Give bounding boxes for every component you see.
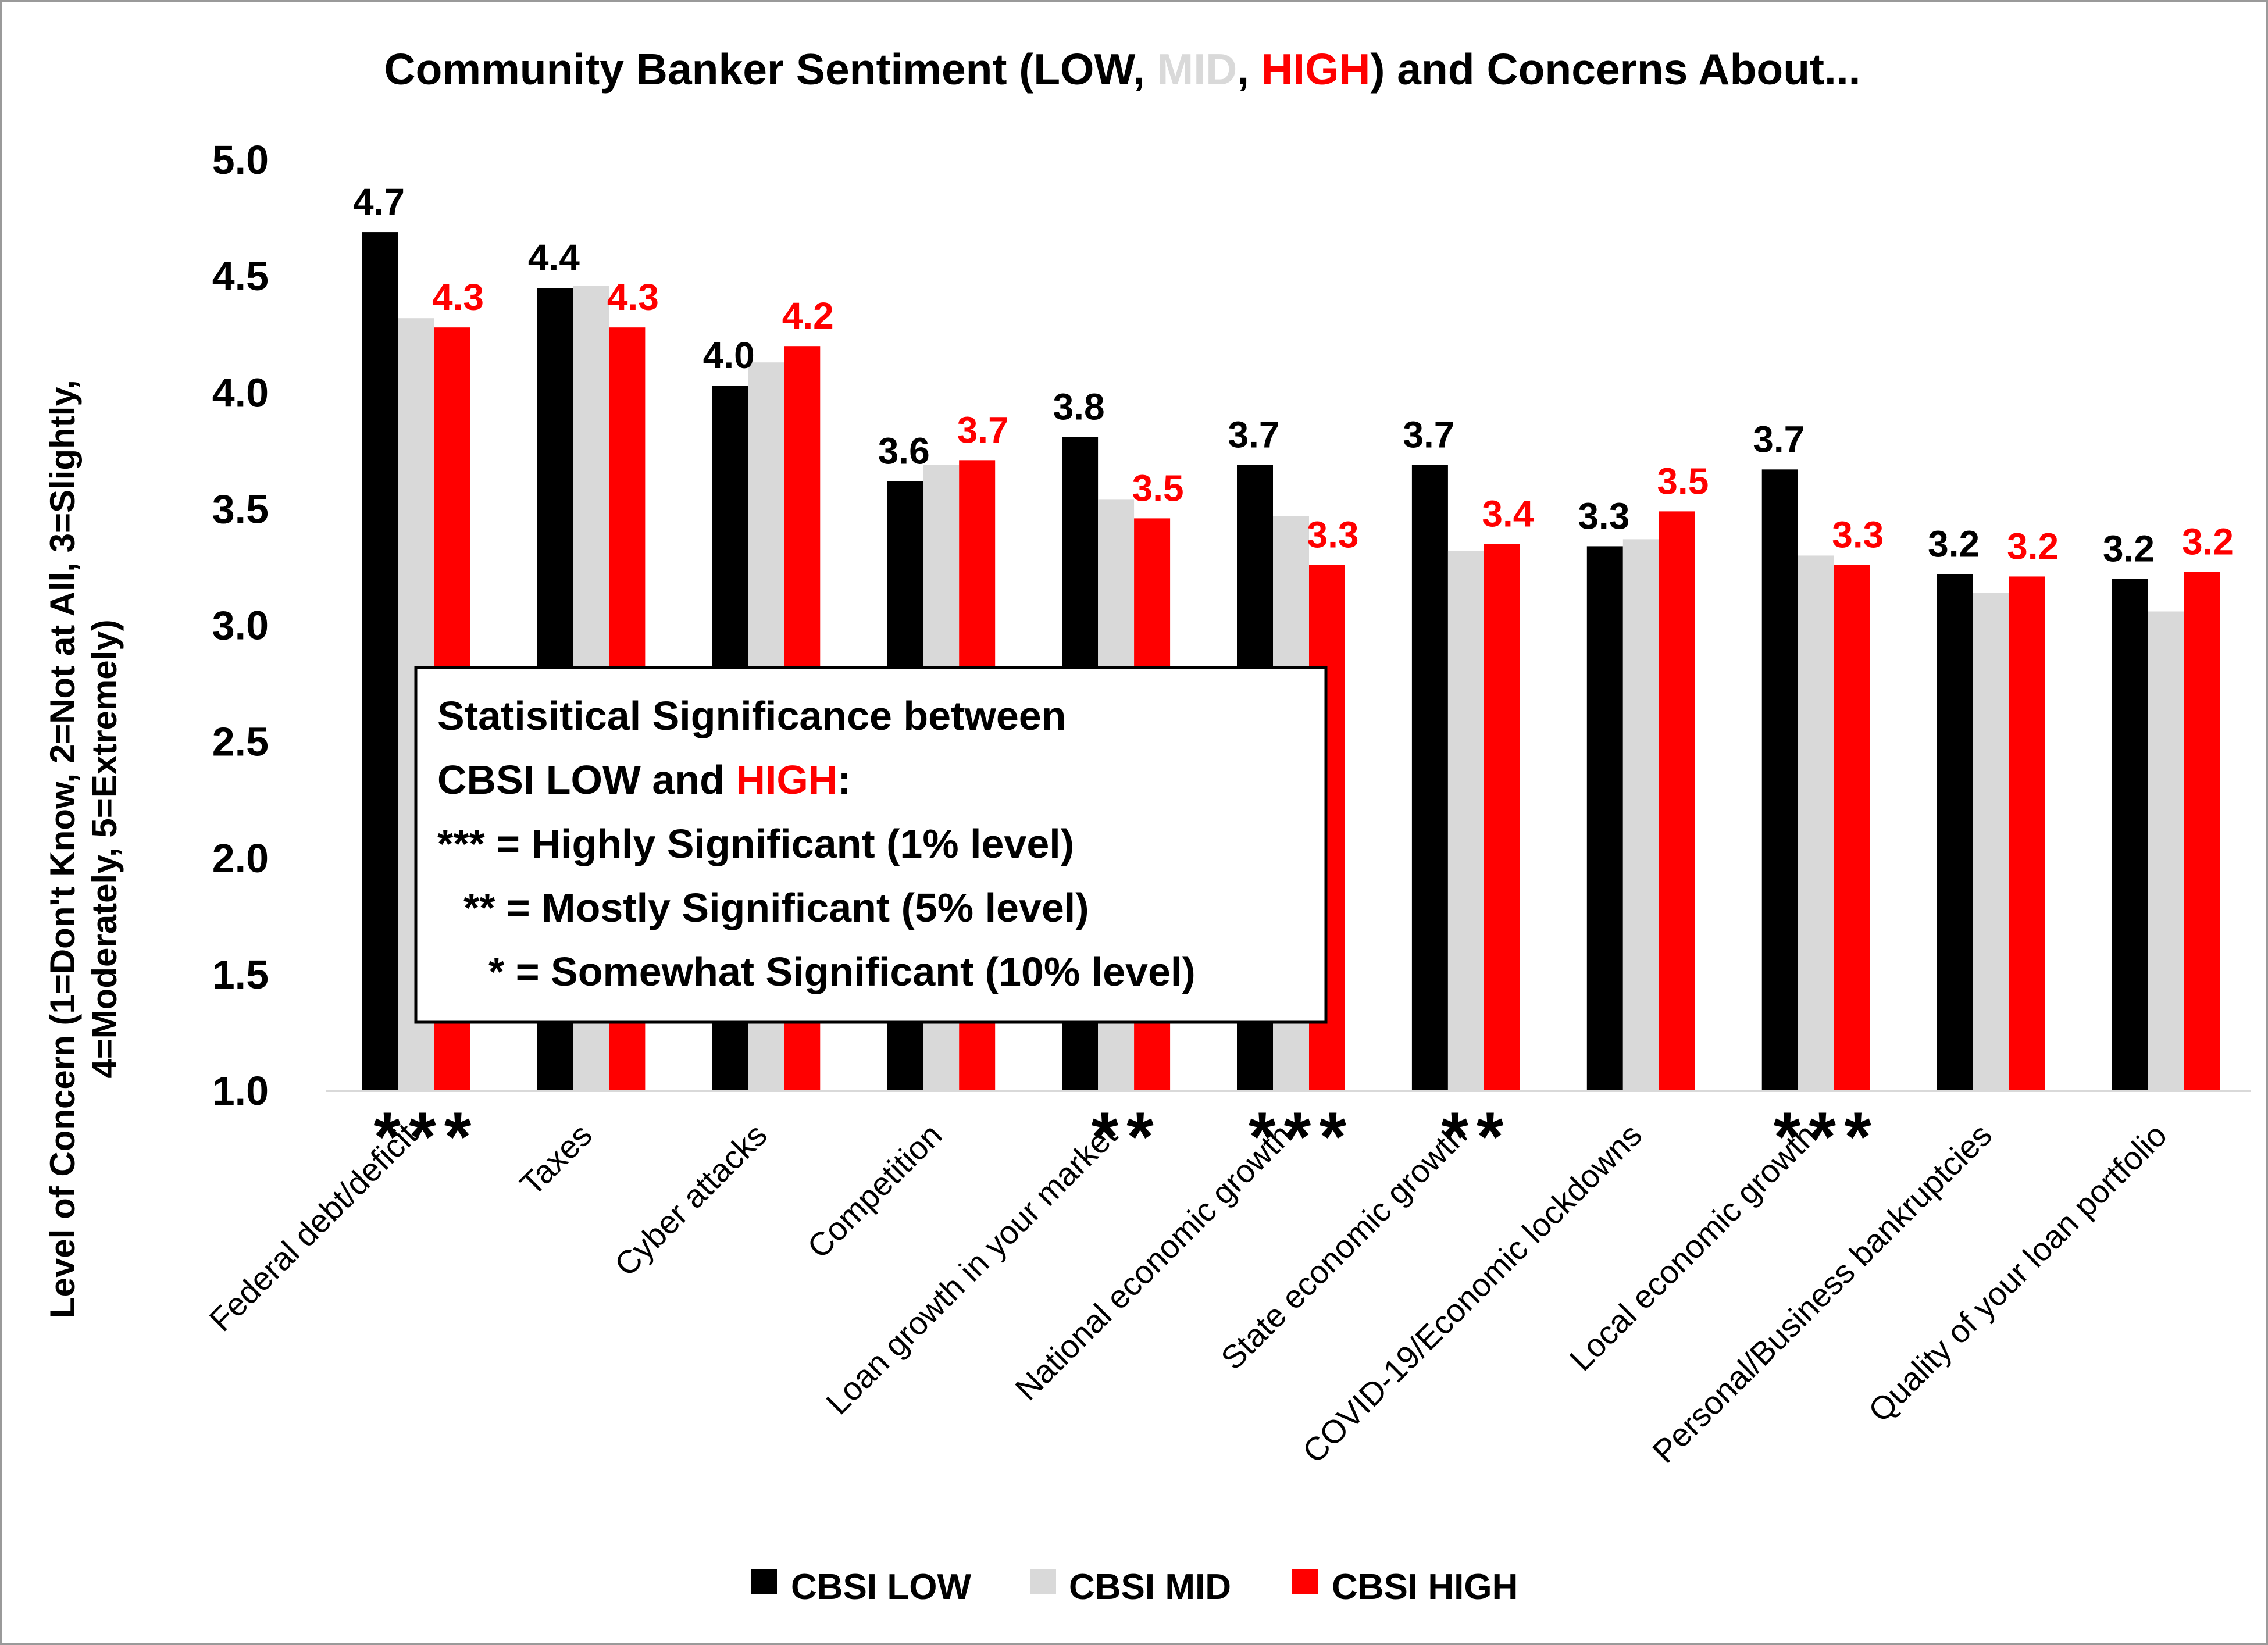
bar-low-9 <box>1761 469 1798 1091</box>
y-tick-label: 4.0 <box>212 370 269 415</box>
data-label-low-1: 4.7 <box>353 181 405 223</box>
bar-high-10 <box>2009 576 2045 1091</box>
data-label-low-7: 3.7 <box>1403 413 1454 455</box>
bar-high-7 <box>1484 544 1520 1091</box>
data-label-high-1: 4.3 <box>432 276 484 318</box>
data-label-low-9: 3.7 <box>1753 418 1805 460</box>
legend: CBSI LOW CBSI MID CBSI HIGH <box>751 1567 1518 1607</box>
title-sep1: , <box>1133 45 1157 94</box>
bar-mid-8 <box>1622 539 1659 1091</box>
bar-mid-9 <box>1798 555 1834 1091</box>
y-tick-label: 1.5 <box>212 952 269 997</box>
significance-marker-6: *** <box>1249 1098 1354 1176</box>
bar-high-9 <box>1834 565 1870 1091</box>
bar-low-1 <box>362 232 398 1091</box>
category-label-1: Federal debt/deficit <box>202 1116 425 1339</box>
title-prefix: Community Banker Sentiment ( <box>384 45 1033 94</box>
annotation-line4: ** = Mostly Significant (5% level) <box>463 885 1089 930</box>
title-sep2: , <box>1237 45 1261 94</box>
significance-annotation: Statisitical Significance between CBSI L… <box>414 666 1328 1024</box>
data-label-low-4: 3.6 <box>878 430 930 472</box>
chart-title: Community Banker Sentiment (LOW, MID, HI… <box>384 45 1860 94</box>
bar-low-10 <box>1937 574 1973 1091</box>
y-axis-label-line1: Level of Concern (1=Don't Know, 2=Not at… <box>43 380 82 1318</box>
bar-mid-7 <box>1447 551 1484 1091</box>
annotation-line5: * = Somewhat Significant (10% level) <box>488 949 1196 994</box>
data-label-low-2: 4.4 <box>528 237 580 279</box>
y-axis-ticks: 1.0 1.5 2.0 2.5 3.0 3.5 4.0 4.5 5.0 <box>212 137 269 1114</box>
significance-marker-9: *** <box>1774 1098 1880 1176</box>
title-suffix: ) and Concerns About... <box>1370 45 1860 94</box>
data-label-low-6: 3.7 <box>1228 413 1280 455</box>
data-label-high-8: 3.5 <box>1657 460 1709 502</box>
data-label-high-10: 3.2 <box>2007 525 2059 567</box>
data-label-low-10: 3.2 <box>1928 523 1980 565</box>
legend-swatch-mid <box>1030 1569 1056 1594</box>
legend-label-high: CBSI HIGH <box>1332 1567 1518 1607</box>
data-labels-group: 4.7 4.3 4.4 4.3 4.0 4.2 3.6 3.7 3.8 3.5 3.7 3.3 3.7 3… <box>353 181 2234 569</box>
category-label-5: Loan growth in your market <box>819 1116 1124 1422</box>
bar-high-11 <box>2184 572 2220 1091</box>
bar-mid-10 <box>1973 593 2009 1091</box>
annotation-line2: CBSI LOW and HIGH: <box>437 757 851 802</box>
legend-label-mid: CBSI MID <box>1069 1567 1231 1607</box>
y-tick-label: 4.5 <box>212 254 269 299</box>
annotation-line2-suffix: : <box>837 757 851 802</box>
title-mid: MID <box>1157 45 1237 94</box>
y-tick-label: 1.0 <box>212 1068 269 1114</box>
title-low: LOW <box>1033 45 1135 94</box>
data-label-low-8: 3.3 <box>1578 495 1629 537</box>
title-high: HIGH <box>1261 45 1371 94</box>
data-label-low-5: 3.8 <box>1053 386 1105 427</box>
category-label-3: Cyber attacks <box>607 1116 774 1283</box>
data-label-high-11: 3.2 <box>2182 520 2234 562</box>
data-label-high-9: 3.3 <box>1832 513 1884 555</box>
significance-markers: *** ** *** ** *** <box>373 1098 1880 1176</box>
data-label-low-3: 4.0 <box>703 334 755 376</box>
category-label-11: Quality of your loan portfolio <box>1861 1116 2174 1429</box>
bar-low-8 <box>1586 546 1623 1091</box>
data-label-high-6: 3.3 <box>1307 513 1359 555</box>
significance-marker-7: ** <box>1441 1098 1511 1176</box>
y-tick-label: 5.0 <box>212 137 269 183</box>
bar-low-7 <box>1411 465 1448 1091</box>
data-label-high-7: 3.4 <box>1482 493 1534 534</box>
bar-low-11 <box>2112 579 2148 1091</box>
data-label-high-2: 4.3 <box>607 276 659 318</box>
legend-swatch-high <box>1292 1569 1318 1594</box>
significance-marker-5: ** <box>1091 1098 1161 1176</box>
y-tick-label: 2.0 <box>212 836 269 881</box>
annotation-line2-high: HIGH <box>736 757 837 802</box>
bar-mid-11 <box>2148 611 2184 1091</box>
annotation-line1: Statisitical Significance between <box>437 693 1066 738</box>
annotation-line2-prefix: CBSI LOW and <box>437 757 736 802</box>
y-tick-label: 3.5 <box>212 486 269 531</box>
legend-label-low: CBSI LOW <box>791 1567 971 1607</box>
y-axis-label-line2: 4=Moderately, 5=Extremely) <box>85 619 124 1078</box>
data-label-high-3: 4.2 <box>782 295 834 337</box>
category-label-2: Taxes <box>513 1116 599 1202</box>
data-label-high-4: 3.7 <box>957 409 1009 451</box>
data-label-low-11: 3.2 <box>2103 527 2155 569</box>
annotation-box <box>414 666 1328 1024</box>
y-tick-label: 3.0 <box>212 603 269 648</box>
data-label-high-5: 3.5 <box>1132 467 1184 509</box>
category-label-4: Competition <box>800 1116 949 1265</box>
significance-marker-1: *** <box>373 1098 479 1176</box>
y-tick-label: 2.5 <box>212 719 269 765</box>
annotation-line3: *** = Highly Significant (1% level) <box>437 821 1074 866</box>
legend-swatch-low <box>751 1569 777 1594</box>
bar-high-8 <box>1659 511 1695 1091</box>
